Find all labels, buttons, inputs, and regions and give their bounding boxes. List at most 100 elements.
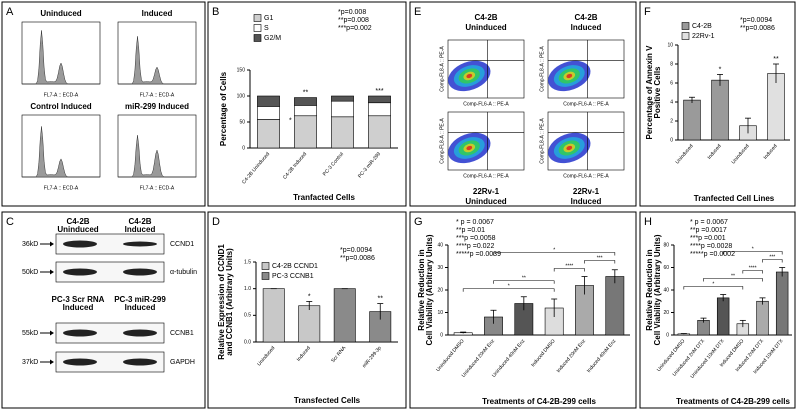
x-axis-label: Tranfected Cell Lines: [694, 194, 775, 203]
blot-protein: α-tubulin: [170, 269, 197, 276]
y-tick-label: 40: [663, 287, 669, 293]
y-tick-label: 0: [670, 137, 673, 143]
panel-letter: A: [6, 6, 14, 18]
p-value-note: ****p =0.0028: [690, 243, 732, 250]
significance-bracket: [493, 280, 555, 284]
y-tick-label: 100: [237, 93, 246, 99]
scatter-title: Uninduced: [465, 197, 506, 206]
x-tick-label: Uninduced 10nM DTX: [689, 338, 726, 380]
y-axis-label: Relative Expression of CCND1: [217, 244, 226, 360]
scatter-title: 22Rv-1: [473, 187, 500, 196]
blot-band: [123, 268, 157, 276]
blot-header: C4-2B: [66, 217, 89, 226]
bar: [262, 288, 285, 343]
legend-swatch: [253, 24, 262, 32]
y-tick-label: 4: [670, 99, 673, 105]
scatter-density: [466, 73, 473, 79]
panel-letter: H: [644, 216, 652, 228]
blot-size: 36kD: [22, 241, 38, 248]
blot-header: C4-2B: [128, 217, 151, 226]
blot-header: PC-3 Scr RNA: [52, 295, 105, 304]
y-tick-label: 10: [667, 42, 673, 48]
blot-header: Induced: [63, 303, 94, 312]
p-value-note: *****p =0.0039: [456, 251, 501, 258]
p-value-note: ***p =0.0058: [456, 235, 496, 242]
y-tick-label: 0.5: [244, 313, 251, 319]
bracket-label: *: [712, 281, 714, 287]
panel-frame: [1, 1, 206, 207]
y-tick-label: 40: [437, 242, 443, 248]
blot-arrowhead: [50, 330, 54, 336]
legend-swatch: [253, 34, 262, 42]
significance-bracket: [742, 270, 763, 274]
legend-label: C4-2B: [692, 23, 712, 30]
blot-membrane: [55, 351, 165, 373]
bracket-label: *: [553, 247, 555, 253]
legend-label: PC-3 CCNB1: [272, 273, 314, 280]
significance-bracket: [584, 260, 616, 264]
histogram-title: Control Induced: [30, 102, 91, 111]
bracket-label: *: [508, 284, 510, 290]
significance-bracket: [683, 286, 744, 290]
bar: [683, 99, 701, 141]
bracket-label: ****: [749, 265, 757, 271]
scatter-density: [566, 73, 573, 79]
bar: [294, 97, 317, 106]
bar: [368, 95, 391, 104]
bar: [331, 95, 354, 102]
scatter-x-label: Comp-FL6-A :: PE-A: [563, 173, 609, 179]
y-axis-label: Positive Cells: [653, 66, 662, 119]
panel-frame: [1, 211, 206, 409]
bar: [368, 102, 391, 117]
blot-arrowhead: [50, 241, 54, 247]
blot-arrowhead: [50, 359, 54, 365]
p-value-note: ***p =0.001: [690, 235, 726, 242]
x-tick-label: PC-3 Control: [322, 151, 345, 177]
bar: [605, 276, 625, 336]
p-value-note: **p=0.008: [338, 17, 369, 24]
p-value-note: ****p =0.022: [456, 243, 494, 250]
p-value-note: * p = 0.0067: [690, 219, 728, 226]
y-axis-label: Relative Reduction in: [645, 249, 654, 330]
p-value-note: **p=0.0086: [740, 25, 775, 32]
p-value-note: **p=0.0086: [340, 255, 375, 262]
blot-band: [123, 241, 157, 247]
y-tick-label: 1.5: [244, 259, 251, 265]
bar: [331, 116, 354, 149]
blot-band: [63, 358, 97, 366]
scatter-x-label: Comp-FL6-A :: PE-A: [563, 101, 609, 107]
x-tick-label: Induced: [296, 345, 312, 363]
blot-protein: CCND1: [170, 241, 194, 248]
scatter-x-label: Comp-FL6-A :: PE-A: [463, 101, 509, 107]
blot-header: PC-3 miR-299: [114, 295, 166, 304]
legend-swatch: [253, 14, 262, 22]
histogram: [118, 36, 196, 85]
p-value-note: **p =0.01: [456, 227, 485, 234]
histogram-title: Uninduced: [40, 9, 81, 18]
histogram: [118, 135, 196, 178]
y-tick-label: 60: [663, 265, 669, 271]
histogram-x-label: FL7-A :: ECD-A: [140, 185, 175, 191]
significance-bracket: [493, 252, 616, 256]
scatter-density: [466, 145, 473, 151]
scatter-x-label: Comp-FL6-A :: PE-A: [463, 173, 509, 179]
p-value-note: *****p =0.0002: [690, 251, 735, 258]
p-value-note: * p = 0.0067: [456, 219, 494, 226]
scatter-title: C4-2B: [474, 13, 497, 22]
scatter-y-label: Comp-FL8-A :: PE-A: [439, 118, 445, 164]
bar: [257, 95, 280, 107]
blot-size: 55kD: [22, 330, 38, 337]
significance-bracket: [462, 288, 555, 292]
bar: [294, 105, 317, 117]
x-tick-label: Uninduced DMSO: [435, 338, 466, 373]
blot-band: [63, 268, 97, 276]
panel-frame: [207, 1, 407, 207]
x-tick-label: Induced DMSO: [530, 338, 557, 368]
bar: [257, 119, 280, 149]
blot-arrowhead: [50, 269, 54, 275]
y-tick-label: 1.0: [244, 286, 251, 292]
histogram-title: miR-299 Induced: [125, 102, 189, 111]
y-axis-label: Cell Viability (Arbitrary Units): [425, 234, 434, 345]
significance-star: ***: [375, 88, 383, 95]
